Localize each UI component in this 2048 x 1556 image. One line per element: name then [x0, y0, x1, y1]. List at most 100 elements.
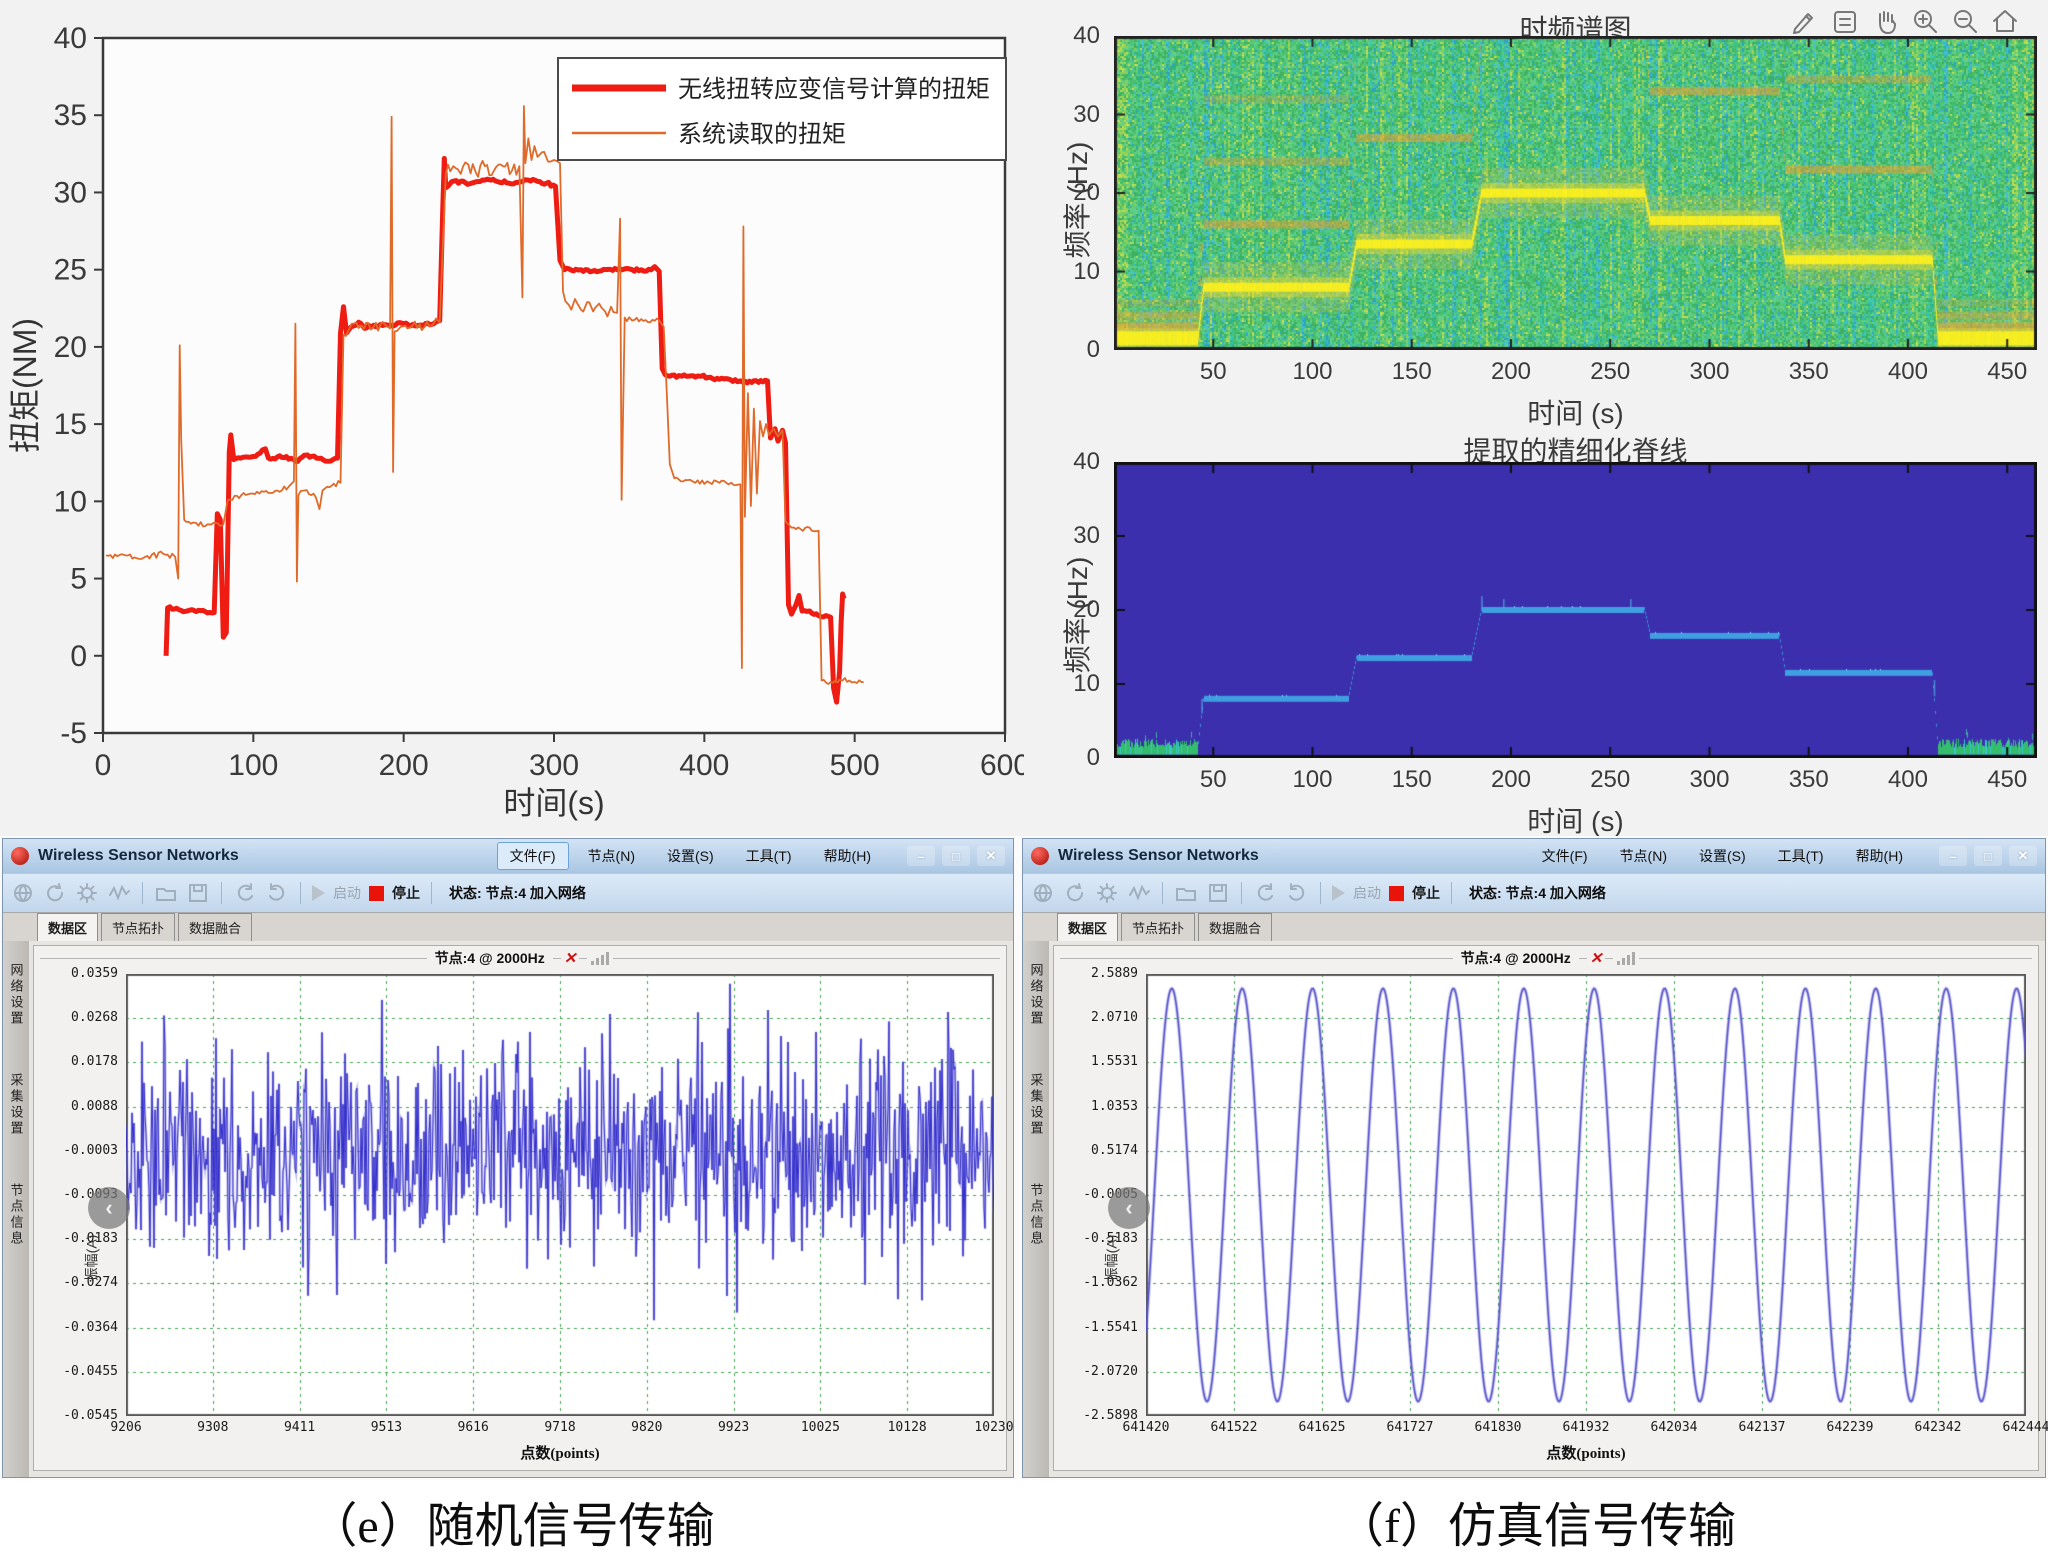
menu-item-3[interactable]: 工具(T): [745, 848, 792, 864]
tick-label: 40: [1073, 448, 1100, 475]
save-icon[interactable]: [186, 881, 210, 905]
menu-item-2[interactable]: 设置(S): [1699, 848, 1746, 864]
folder-icon[interactable]: [1174, 881, 1198, 905]
tab-0[interactable]: 数据区: [1057, 913, 1119, 941]
tick-label: 50: [1199, 766, 1227, 793]
x-tick-label: 642444: [2002, 1420, 2048, 1435]
start-button[interactable]: 启动: [333, 885, 361, 901]
wave-icon[interactable]: [107, 881, 131, 905]
redo-icon[interactable]: [265, 881, 289, 905]
x-tick-label: 9820: [631, 1420, 663, 1435]
tab-2[interactable]: 数据融合: [178, 913, 253, 941]
stop-icon[interactable]: [369, 885, 384, 901]
minimize-button[interactable]: –: [907, 846, 935, 866]
ridge-xlabel: 时间 (s): [1527, 806, 1624, 837]
zoom-out-icon[interactable]: [1950, 6, 1980, 36]
menu-item-2[interactable]: 设置(S): [667, 848, 714, 864]
y-tick-label: 2.5889: [1091, 966, 1138, 981]
svg-text:5: 5: [70, 563, 87, 596]
tick-label: 0: [1086, 744, 1100, 771]
world-icon[interactable]: [11, 881, 35, 905]
maximize-button[interactable]: □: [1974, 846, 2002, 866]
wave-icon[interactable]: [1127, 881, 1151, 905]
ridge-canvas: [1114, 462, 2037, 758]
svg-text:30: 30: [54, 176, 87, 209]
world-icon[interactable]: [1031, 881, 1055, 905]
titlebar[interactable]: Wireless Sensor Networks 文件(F) 节点(N) 设置(S) 工…: [3, 839, 1013, 873]
tab-2[interactable]: 数据融合: [1198, 913, 1273, 941]
start-button[interactable]: 启动: [1353, 885, 1381, 901]
y-tick-label: -2.0720: [1083, 1363, 1138, 1379]
svg-text:300: 300: [529, 749, 579, 782]
tick-label: 50: [1199, 358, 1227, 385]
redo-icon[interactable]: [1285, 881, 1309, 905]
tick-label: 0: [1086, 336, 1100, 363]
stop-button[interactable]: 停止: [392, 885, 420, 901]
figure-captions: （e）随机信号传输 （f）仿真信号传输: [0, 1480, 2048, 1556]
tick-label: 150: [1391, 766, 1432, 793]
window-title: Wireless Sensor Networks: [1058, 847, 1259, 864]
save-icon[interactable]: [1206, 881, 1230, 905]
chart-close-icon[interactable]: ✕: [1586, 949, 1606, 967]
status-text: 状态: 节点:4 加入网络: [449, 885, 586, 901]
sidebar-item-2[interactable]: 节点信息: [8, 1183, 24, 1247]
x-tick-label: 642034: [1650, 1420, 1698, 1435]
start-icon[interactable]: [312, 885, 325, 901]
sidebar-item-0[interactable]: 网络设置: [1028, 963, 1044, 1027]
toolbar-separator: [221, 882, 222, 904]
toolbar: 启动 停止 状态: 节点:4 加入网络: [3, 873, 1013, 912]
menu-item-0[interactable]: 文件(F): [496, 842, 569, 870]
undo-icon[interactable]: [233, 881, 257, 905]
menu-item-3[interactable]: 工具(T): [1777, 848, 1824, 864]
pan-icon[interactable]: [1870, 6, 1900, 36]
menu-item-4[interactable]: 帮助(H): [1855, 848, 1903, 864]
tab-0[interactable]: 数据区: [37, 913, 99, 941]
menu-item-1[interactable]: 节点(N): [1619, 848, 1667, 864]
window-title: Wireless Sensor Networks: [38, 847, 239, 864]
undo-icon[interactable]: [1253, 881, 1277, 905]
maximize-button[interactable]: □: [942, 846, 970, 866]
tick-label: 100: [1292, 358, 1333, 385]
sidebar-item-1[interactable]: 采集设置: [1028, 1073, 1044, 1137]
close-button[interactable]: ✕: [977, 846, 1005, 866]
menubar: 文件(F) 节点(N) 设置(S) 工具(T) 帮助(H): [1529, 842, 1916, 870]
tick-label: 100: [1292, 766, 1333, 793]
tick-label: 450: [1987, 766, 2028, 793]
home-icon[interactable]: [1990, 6, 2020, 36]
zoom-in-icon[interactable]: [1910, 6, 1940, 36]
menu-item-4[interactable]: 帮助(H): [823, 848, 871, 864]
collapse-button[interactable]: ‹: [1108, 1187, 1150, 1230]
side-panel-tabs: 网络设置采集设置节点信息: [1023, 941, 1049, 1477]
signal-plot-canvas: [1146, 974, 2026, 1416]
tab-1[interactable]: 节点拓扑: [101, 913, 176, 941]
stop-button[interactable]: 停止: [1412, 885, 1440, 901]
chart-node-label: 节点:4 @ 2000Hz: [426, 948, 553, 968]
sidebar-item-2[interactable]: 节点信息: [1028, 1183, 1044, 1247]
spectrogram-xlabel: 时间 (s): [1527, 398, 1624, 429]
y-tick-label: -0.0183: [63, 1231, 118, 1247]
caption-e: （e）随机信号传输: [309, 1500, 715, 1553]
folder-icon[interactable]: [154, 881, 178, 905]
minimize-button[interactable]: –: [1939, 846, 1967, 866]
close-button[interactable]: ✕: [2009, 846, 2037, 866]
gear-icon[interactable]: [75, 881, 99, 905]
sidebar-item-1[interactable]: 采集设置: [8, 1073, 24, 1137]
collapse-button[interactable]: ‹: [88, 1187, 130, 1230]
toolbar-separator: [1320, 882, 1321, 904]
list-icon[interactable]: [1830, 6, 1860, 36]
signal-plot-canvas: [126, 974, 994, 1416]
start-icon[interactable]: [1332, 885, 1345, 901]
refresh-icon[interactable]: [1063, 881, 1087, 905]
edit-icon[interactable]: [1790, 6, 1820, 36]
refresh-icon[interactable]: [43, 881, 67, 905]
gear-icon[interactable]: [1095, 881, 1119, 905]
wsn-window-left-slot: Wireless Sensor Networks 文件(F) 节点(N) 设置(S) 工…: [2, 838, 1014, 1478]
stop-icon[interactable]: [1389, 885, 1404, 901]
menu-item-0[interactable]: 文件(F): [1541, 848, 1588, 864]
tick-label: 300: [1689, 766, 1730, 793]
chart-close-icon[interactable]: ✕: [560, 949, 580, 967]
tab-1[interactable]: 节点拓扑: [1121, 913, 1196, 941]
titlebar[interactable]: Wireless Sensor Networks 文件(F) 节点(N) 设置(S) 工…: [1023, 839, 2045, 873]
sidebar-item-0[interactable]: 网络设置: [8, 963, 24, 1027]
menu-item-1[interactable]: 节点(N): [587, 848, 635, 864]
